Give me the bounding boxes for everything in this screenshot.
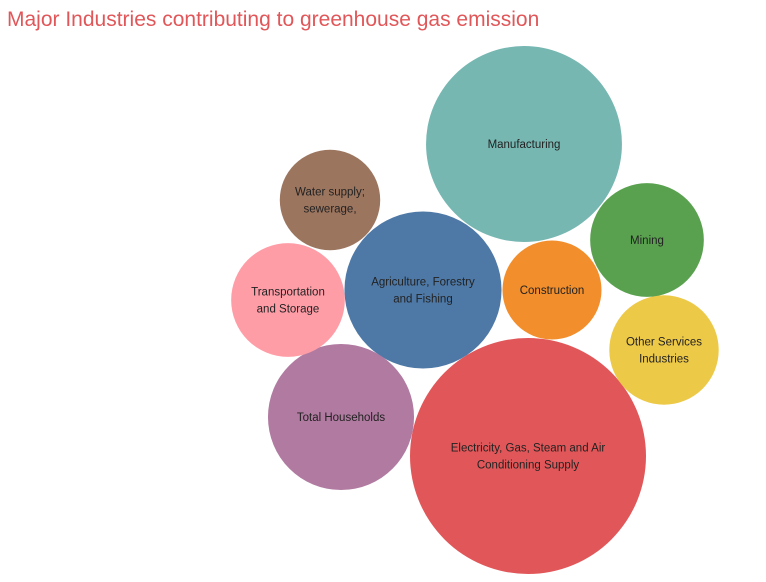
bubble-label: Other Services: [626, 337, 702, 349]
bubble-circle[interactable]: [279, 149, 381, 251]
bubble-label: Industries: [639, 354, 689, 366]
bubble-label: Manufacturing: [488, 139, 561, 151]
bubble-label: Transportation: [251, 287, 325, 299]
bubble-label: Electricity, Gas, Steam and Air: [451, 443, 606, 455]
bubble[interactable]: Transportation and Storage: [231, 243, 345, 357]
bubble[interactable]: Other Services Industries: [609, 295, 719, 405]
bubble-circle[interactable]: [609, 295, 719, 405]
bubble-label: Mining: [630, 235, 664, 247]
chart-title: Major Industries contributing to greenho…: [7, 8, 540, 31]
bubble-label: Conditioning Supply: [477, 460, 580, 472]
bubble[interactable]: Mining: [590, 183, 704, 297]
bubble[interactable]: Water supply; sewerage,: [279, 149, 381, 251]
bubble[interactable]: Construction: [502, 240, 602, 340]
bubble-circle[interactable]: [502, 240, 602, 340]
bubble[interactable]: Electricity, Gas, Steam and Air Condition…: [410, 338, 646, 574]
bubble-circle[interactable]: [410, 338, 646, 574]
bubble-circle[interactable]: [231, 243, 345, 357]
bubble-label: and Fishing: [393, 294, 452, 306]
bubble-circle[interactable]: [590, 183, 704, 297]
bubble-circle[interactable]: [267, 343, 415, 491]
bubble-label: Water supply;: [295, 187, 365, 199]
bubble-label: Construction: [520, 285, 585, 297]
bubble[interactable]: Manufacturing: [426, 46, 622, 242]
bubble-circle[interactable]: [344, 211, 502, 369]
bubble[interactable]: Total Households: [267, 343, 415, 491]
bubble[interactable]: Agriculture, Forestry and Fishing: [344, 211, 502, 369]
bubble-label: sewerage,: [303, 204, 356, 216]
bubble-label: Total Households: [297, 412, 385, 424]
bubble-label: and Storage: [257, 304, 320, 316]
bubble-label: Agriculture, Forestry: [371, 277, 475, 289]
bubble-circle[interactable]: [426, 46, 622, 242]
